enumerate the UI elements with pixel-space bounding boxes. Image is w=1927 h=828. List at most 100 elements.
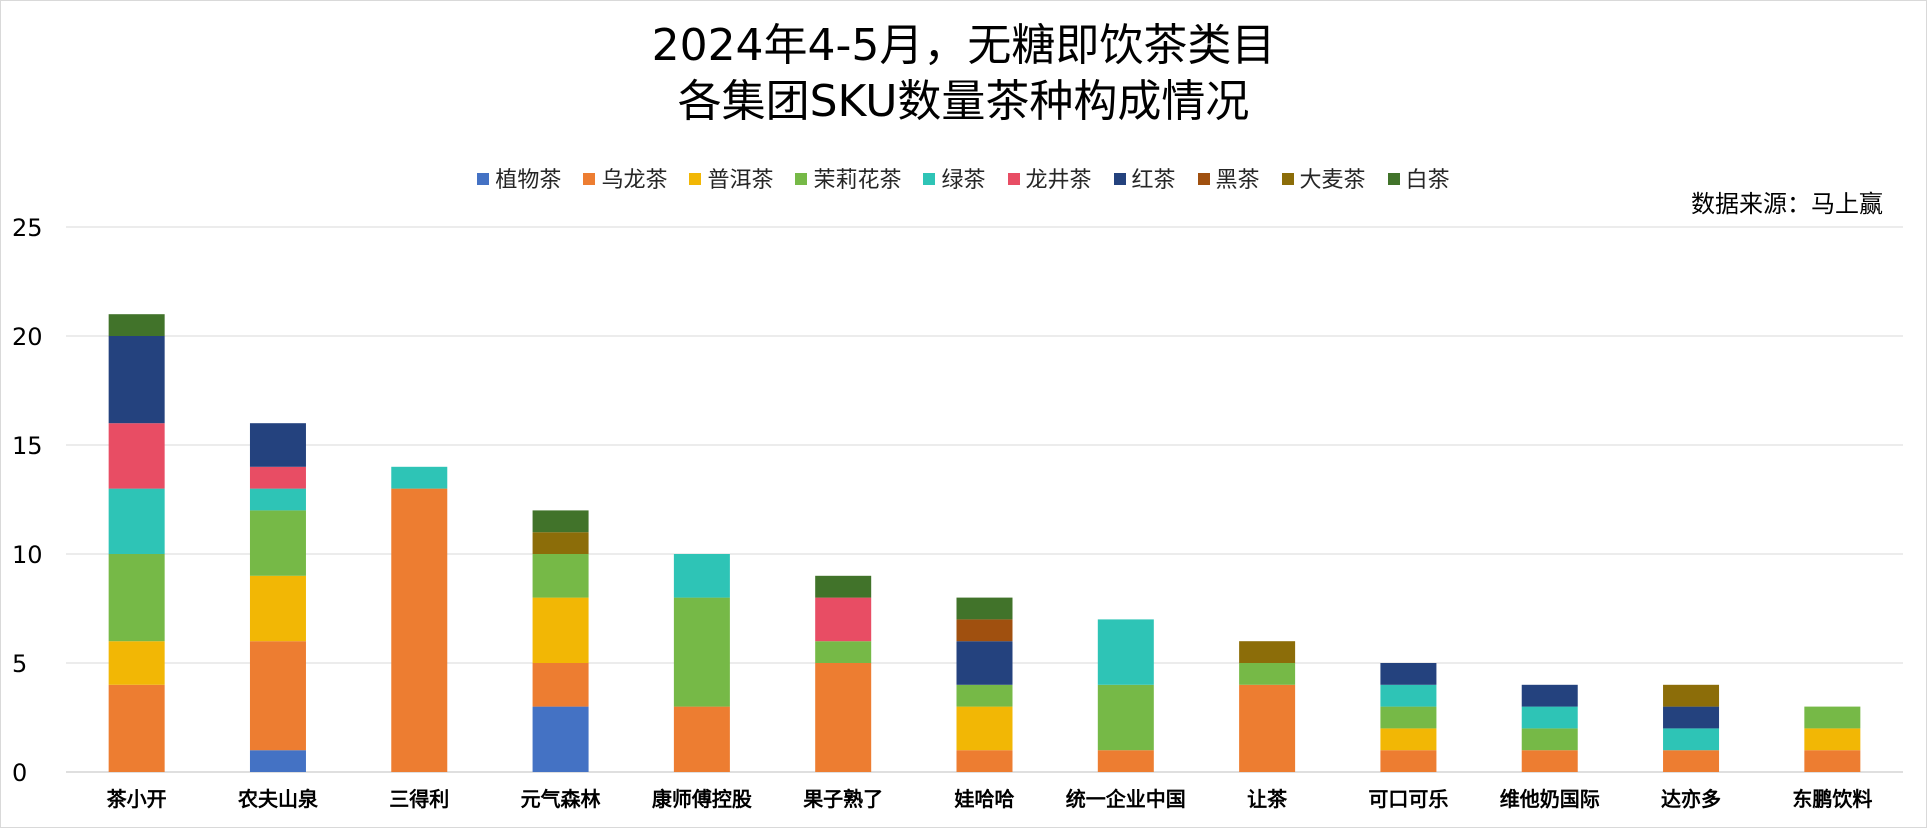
- bar-segment: [532, 597, 589, 663]
- bar-segment: [1804, 706, 1861, 729]
- bar-segment: [532, 706, 589, 772]
- y-tick-label: 15: [12, 432, 43, 460]
- bar-segment: [956, 641, 1013, 685]
- bar-segment: [108, 554, 165, 642]
- bar-segment: [532, 532, 589, 554]
- x-tick-label: 让茶: [1247, 787, 1288, 811]
- bar-segment: [1521, 706, 1578, 729]
- bar-segment: [1380, 684, 1437, 707]
- legend-swatch: [1387, 173, 1400, 185]
- x-tick-label: 茶小开: [107, 787, 167, 811]
- bar-segment: [108, 641, 165, 685]
- bar-segment: [1521, 684, 1578, 707]
- bar-segment: [1663, 706, 1720, 729]
- legend-item: 普洱茶: [689, 166, 773, 196]
- bar-segment: [1521, 750, 1578, 772]
- bar-segment: [249, 641, 306, 751]
- bar-segment: [249, 510, 306, 576]
- legend-label: 植物茶: [495, 168, 562, 193]
- chart-title-line-1: 2024年4-5月，无糖即饮茶类目: [651, 20, 1276, 71]
- bar-segment: [1239, 663, 1296, 685]
- x-tick-label: 元气森林: [521, 787, 601, 811]
- legend-item: 红茶: [1113, 166, 1176, 196]
- x-tick-label: 东鹏饮料: [1792, 787, 1872, 811]
- bar-segment: [1663, 750, 1720, 772]
- legend-item: 茉莉花茶: [795, 166, 901, 196]
- bar-segment: [815, 597, 872, 642]
- legend-label: 黑茶: [1215, 168, 1260, 193]
- legend-label: 茉莉花茶: [813, 168, 902, 193]
- chart-title: 2024年4-5月，无糖即饮茶类目 各集团SKU数量茶种构成情况: [0, 18, 1927, 130]
- legend-label: 乌龙茶: [601, 168, 668, 193]
- bar-segment: [1380, 750, 1437, 772]
- x-tick-label: 三得利: [389, 787, 449, 811]
- bar-segment: [815, 641, 872, 663]
- bar-segment: [108, 684, 165, 772]
- bar-segment: [1380, 728, 1437, 751]
- bar-segment: [1804, 728, 1861, 751]
- bar-segment: [815, 663, 872, 772]
- bar-segment: [956, 597, 1013, 620]
- legend-swatch: [923, 173, 936, 185]
- bar-segment: [673, 597, 730, 707]
- bar-segment: [673, 554, 730, 598]
- bar-segment: [1239, 641, 1296, 663]
- legend-swatch: [689, 173, 702, 185]
- x-tick-label: 农夫山泉: [237, 787, 319, 811]
- bar-segment: [956, 619, 1013, 642]
- legend-item: 大麦茶: [1281, 166, 1366, 196]
- legend-label: 白茶: [1405, 168, 1450, 193]
- bar-segment: [391, 488, 448, 772]
- legend-swatch: [1281, 173, 1294, 185]
- x-tick-label: 达亦多: [1661, 787, 1721, 811]
- legend-label: 红茶: [1131, 168, 1176, 193]
- y-tick-label: 5: [12, 650, 27, 678]
- bar-segment: [956, 706, 1013, 751]
- bar-segment: [108, 488, 165, 554]
- legend-label: 绿茶: [941, 168, 986, 193]
- x-tick-label: 果子熟了: [803, 787, 883, 811]
- legend-swatch: [583, 173, 596, 185]
- bar-segment: [673, 706, 730, 772]
- x-tick-label: 维他奶国际: [1500, 787, 1600, 811]
- bar-segment: [1097, 619, 1154, 685]
- bar-segment: [249, 423, 306, 467]
- x-tick-label: 康师傅控股: [652, 787, 752, 811]
- legend-label: 大麦茶: [1299, 168, 1366, 193]
- chart-legend: 植物茶 乌龙茶 普洱茶 茉莉花茶 绿茶 龙井茶 红茶 黑茶 大麦茶 白茶: [0, 166, 1927, 196]
- bar-segment: [532, 663, 589, 707]
- bar-segment: [1804, 750, 1861, 772]
- legend-swatch: [1113, 173, 1126, 185]
- x-tick-label: 娃哈哈: [954, 787, 1015, 811]
- legend-item: 龙井茶: [1007, 166, 1092, 196]
- bar-segment: [1663, 728, 1720, 751]
- bar-segment: [249, 488, 306, 511]
- y-tick-label: 25: [12, 214, 43, 242]
- bar-segment: [108, 336, 165, 424]
- legend-swatch: [477, 173, 490, 185]
- bar-segment: [1380, 706, 1437, 729]
- bar-segment: [391, 466, 448, 489]
- legend-item: 黑茶: [1197, 166, 1260, 196]
- legend-label: 普洱茶: [707, 168, 774, 193]
- bar-segment: [1097, 750, 1154, 772]
- y-tick-label: 20: [12, 323, 43, 351]
- legend-swatch: [1197, 173, 1210, 185]
- bar-segment: [249, 750, 306, 772]
- y-tick-label: 10: [12, 541, 43, 569]
- bar-segment: [1663, 684, 1720, 707]
- bar-segment: [108, 423, 165, 489]
- legend-swatch: [795, 173, 808, 185]
- bar-segment: [108, 314, 165, 336]
- bar-segment: [249, 466, 306, 489]
- x-tick-label: 可口可乐: [1368, 787, 1448, 811]
- source-note: 数据来源：马上赢: [1691, 190, 1883, 218]
- y-tick-label: 0: [12, 759, 27, 787]
- legend-swatch: [1007, 173, 1020, 185]
- bar-segment: [956, 684, 1013, 707]
- bar-segment: [532, 510, 589, 533]
- legend-item: 植物茶: [477, 166, 561, 196]
- bar-segment: [1521, 728, 1578, 751]
- bar-segment: [1097, 684, 1154, 751]
